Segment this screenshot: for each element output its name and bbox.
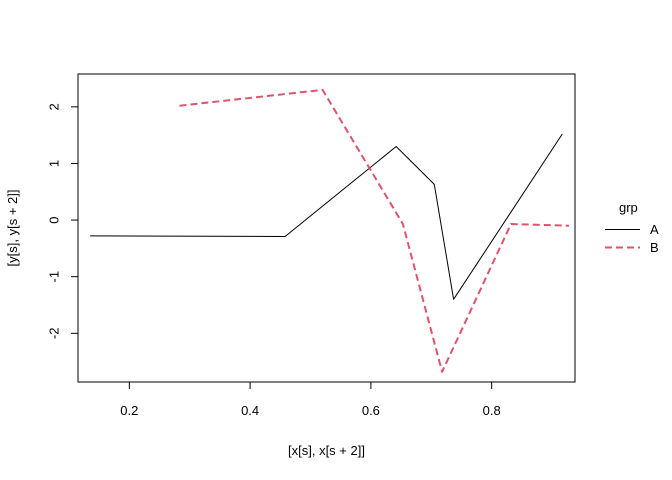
- x-axis: 0.2 0.4 0.6 0.8: [120, 381, 501, 418]
- x-tick-label: 0.6: [362, 403, 380, 418]
- x-tick-label: 0.2: [120, 403, 138, 418]
- x-tick-label: 0.8: [483, 403, 501, 418]
- legend: grp A B: [605, 200, 659, 255]
- legend-label-a: A: [650, 222, 659, 237]
- x-tick-label: 0.4: [241, 403, 259, 418]
- series-line-b: [179, 88, 570, 373]
- y-axis-title: [y[s], y[s + 2]]: [5, 190, 20, 267]
- y-tick-label: -2: [47, 328, 62, 340]
- legend-label-b: B: [650, 240, 659, 255]
- y-tick-label: -1: [47, 271, 62, 283]
- x-axis-title: [x[s], x[s + 2]]: [288, 443, 365, 458]
- y-tick-label: 0: [47, 216, 62, 223]
- series-layer: [90, 88, 570, 373]
- y-tick-label: 1: [47, 160, 62, 167]
- y-tick-label: 2: [47, 103, 62, 110]
- legend-title: grp: [619, 200, 638, 215]
- y-axis: -2 -1 0 1 2: [47, 103, 79, 340]
- series-line-a: [90, 133, 563, 300]
